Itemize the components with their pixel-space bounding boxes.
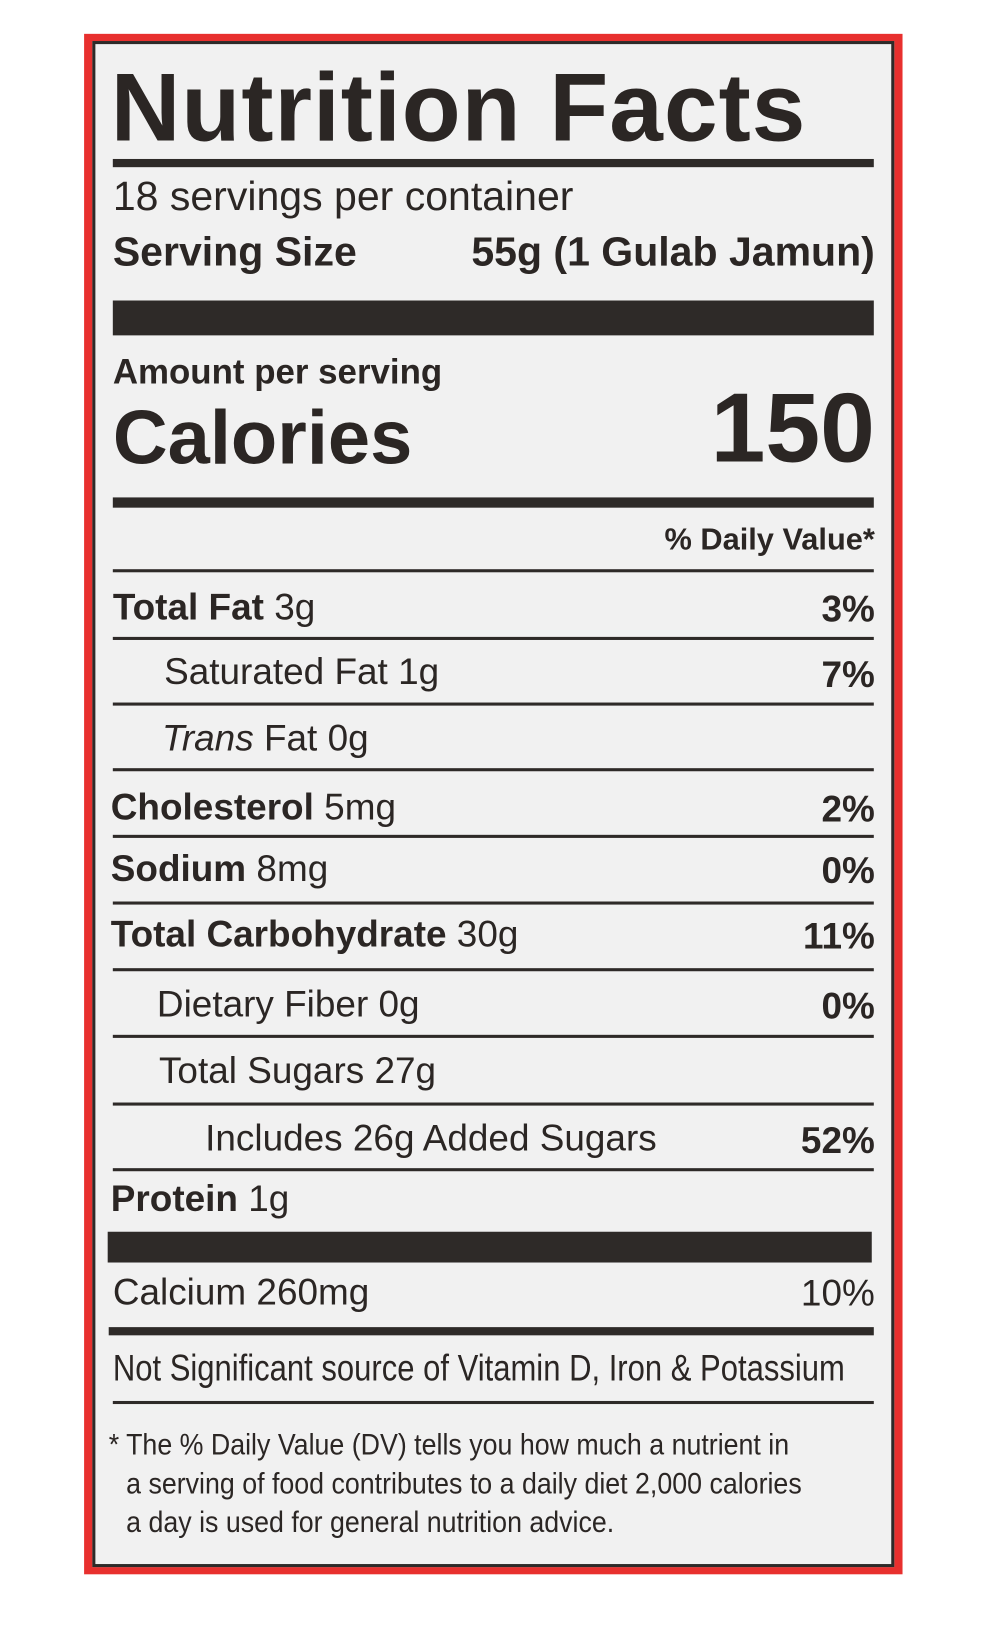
nutrient-name: Total Fat <box>112 585 264 628</box>
footnote-line-1: * The % Daily Value (DV) tells you how m… <box>108 1428 790 1462</box>
rule <box>112 968 874 972</box>
rule <box>112 1102 874 1106</box>
rule <box>112 768 874 772</box>
nutrient-name: Trans <box>162 716 254 759</box>
nutrient-dv: 0% <box>821 984 875 1027</box>
thick-bar <box>107 1231 872 1263</box>
label-panel <box>92 41 895 1568</box>
calories-value: 150 <box>710 373 875 484</box>
calcium-label: Calcium 260mg <box>112 1270 370 1313</box>
rule <box>112 1400 874 1405</box>
nutrient-name: Saturated Fat <box>164 650 388 693</box>
nutrient-dv: 7% <box>821 653 875 696</box>
nutrient-total-fat: Total Fat 3g <box>112 585 316 628</box>
nutrient-cholesterol: Cholesterol 5mg <box>110 785 396 828</box>
nutrient-name: Total Carbohydrate <box>110 912 447 955</box>
nutrient-protein: Protein 1g <box>111 1180 290 1217</box>
nutrient-total-carbohydrate: Total Carbohydrate 30g <box>110 912 519 955</box>
nutrient-amount: 5mg <box>324 785 396 828</box>
nutrient-dv: 3% <box>821 587 875 630</box>
calories-label: Calories <box>112 394 413 480</box>
not-significant-note: Not Significant source of Vitamin D, Iro… <box>112 1346 845 1389</box>
rule <box>112 702 874 706</box>
nutrient-dv: 0% <box>821 849 875 892</box>
footnote-line-2: a serving of food contributes to a daily… <box>126 1467 802 1501</box>
rule <box>108 1327 874 1336</box>
rule <box>112 497 874 508</box>
nutrient-amount: 27g <box>374 1049 437 1092</box>
nutrient-name: Protein <box>110 1177 238 1220</box>
rule <box>112 834 874 838</box>
nutrient-name: Dietary Fiber <box>156 982 369 1025</box>
nutrient-amount: 3g <box>274 585 316 628</box>
rule <box>112 569 874 573</box>
nutrient-total-sugars: Total Sugars 27g <box>159 1052 436 1089</box>
thick-bar <box>112 300 874 336</box>
daily-value-header: % Daily Value* <box>664 523 875 557</box>
footnote-line-3: a day is used for general nutrition advi… <box>126 1506 615 1540</box>
nutrient-name-rest: Fat <box>263 716 318 759</box>
title: Nutrition Facts <box>110 53 807 162</box>
nutrient-amount: 8mg <box>256 847 329 890</box>
serving-size-value: 55g (1 Gulab Jamun) <box>471 229 875 275</box>
rule <box>112 1168 874 1172</box>
nutrient-dv: 2% <box>821 787 875 830</box>
nutrient-name: Sodium <box>110 847 247 890</box>
nutrient-name: Cholesterol <box>110 785 314 828</box>
nutrient-dv: 52% <box>800 1118 875 1161</box>
nutrient-amount: 30g <box>456 912 519 955</box>
nutrient-amount: 0g <box>327 716 369 759</box>
nutrient-amount: 1g <box>398 650 440 693</box>
nutrient-amount: 0g <box>378 982 420 1025</box>
rule <box>112 1034 874 1038</box>
amount-per-serving: Amount per serving <box>112 352 443 392</box>
nutrient-added-sugars: Includes 26g Added Sugars <box>205 1116 657 1159</box>
serving-size-label: Serving Size <box>112 229 357 275</box>
nutrient-sodium: Sodium 8mg <box>111 850 328 887</box>
servings-per-container: 18 servings per container <box>112 174 574 220</box>
nutrient-amount: 1g <box>248 1177 290 1220</box>
nutrient-name: Total Sugars <box>158 1049 365 1092</box>
calcium-dv: 10% <box>800 1271 875 1314</box>
rule <box>112 636 874 640</box>
rule <box>112 901 874 905</box>
nutrient-dietary-fiber: Dietary Fiber 0g <box>156 982 420 1025</box>
nutrient-trans-fat: Trans Fat 0g <box>162 716 369 759</box>
nutrient-saturated-fat: Saturated Fat 1g <box>164 653 439 690</box>
nutrient-dv: 11% <box>802 914 875 957</box>
rule <box>112 158 874 168</box>
